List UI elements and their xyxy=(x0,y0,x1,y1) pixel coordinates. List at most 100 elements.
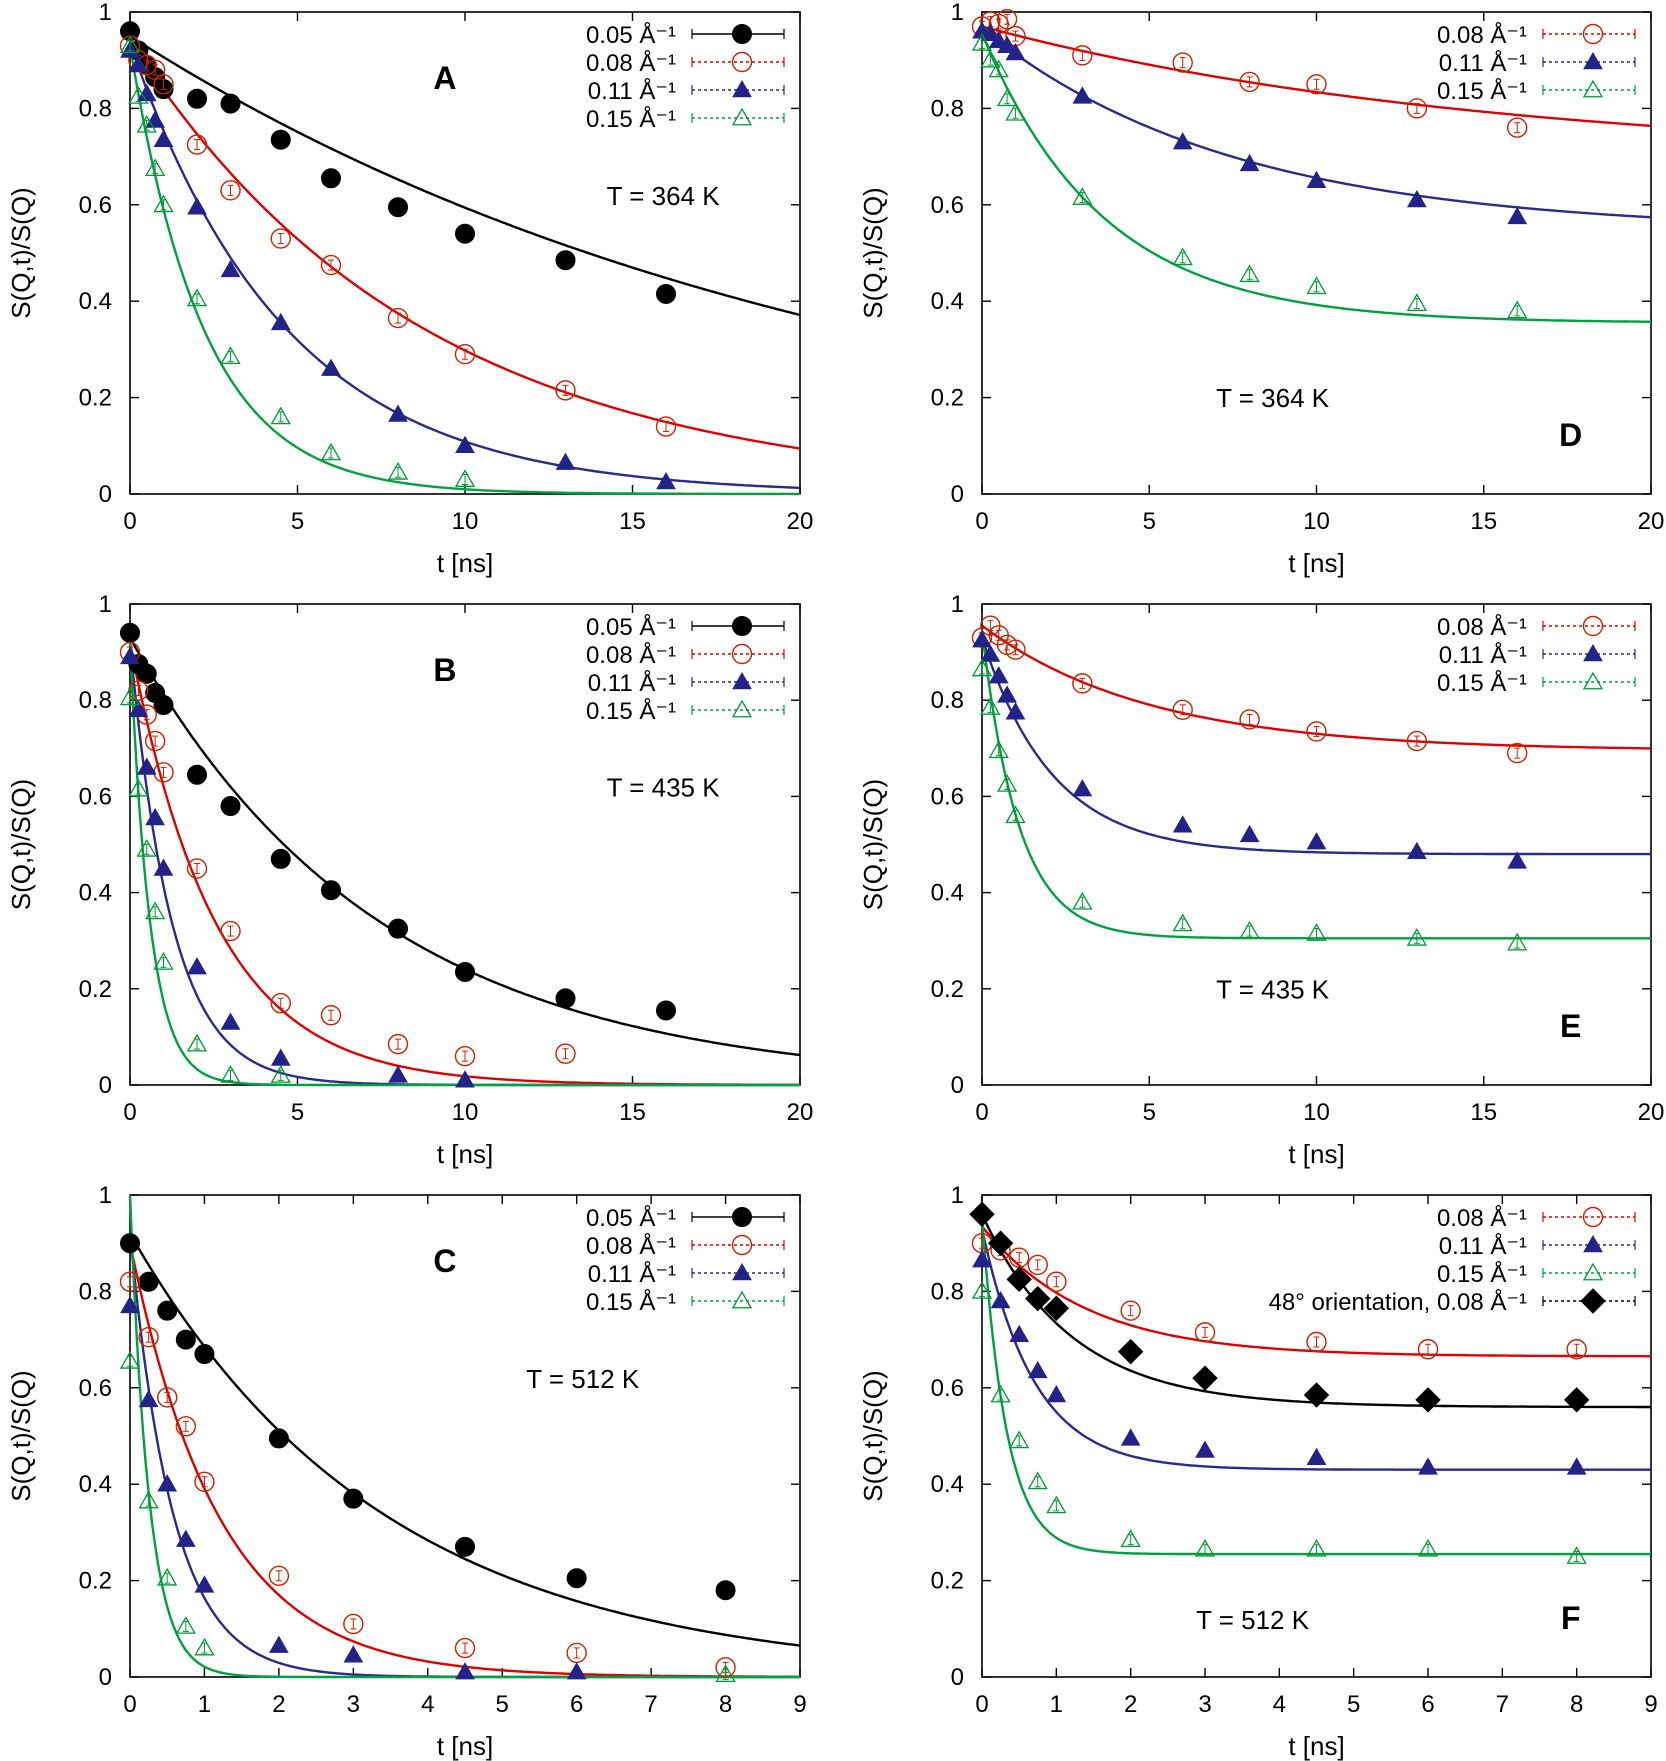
y-axis-label: S(Q,t)/S(Q) xyxy=(858,1370,888,1501)
data-point xyxy=(320,442,342,461)
data-point xyxy=(555,1043,576,1064)
x-axis-label: t [ns] xyxy=(1288,548,1344,578)
data-point xyxy=(270,848,291,869)
x-tick-label: 0 xyxy=(123,1099,136,1126)
x-tick-label: 5 xyxy=(496,1691,509,1718)
data-point xyxy=(175,1416,197,1437)
data-point xyxy=(455,1662,475,1680)
data-point xyxy=(119,35,141,54)
legend-marker xyxy=(1582,1262,1604,1281)
panel-letter: D xyxy=(1559,417,1582,453)
legend-marker xyxy=(1582,671,1604,690)
x-tick-label: 3 xyxy=(1198,1691,1211,1718)
data-point xyxy=(1005,805,1026,824)
y-tick-label: 0.2 xyxy=(79,385,112,412)
legend-entry: 0.15 Å⁻¹ xyxy=(1437,77,1527,105)
data-point xyxy=(153,858,174,876)
legend-marker xyxy=(731,107,753,126)
data-point xyxy=(145,901,166,920)
data-point xyxy=(175,1329,196,1350)
data-point xyxy=(321,358,341,376)
data-point xyxy=(455,961,475,982)
x-tick-label: 7 xyxy=(1496,1691,1509,1718)
y-axis-label: S(Q,t)/S(Q) xyxy=(6,1370,36,1501)
data-point xyxy=(1417,1339,1439,1360)
legend-marker xyxy=(731,643,753,665)
legend-marker xyxy=(731,1290,753,1309)
data-point xyxy=(270,993,291,1014)
data-point xyxy=(1418,1457,1438,1475)
data-point xyxy=(715,1664,736,1682)
data-point xyxy=(1192,1365,1218,1391)
x-tick-label: 8 xyxy=(1570,1691,1583,1718)
data-point xyxy=(343,1645,364,1663)
data-point xyxy=(1239,153,1260,172)
data-point xyxy=(186,858,208,879)
y-tick-label: 0.4 xyxy=(931,288,964,315)
panel-letter: B xyxy=(433,652,456,688)
data-point xyxy=(1005,702,1026,720)
data-point xyxy=(320,1005,342,1026)
legend-marker xyxy=(1583,1234,1603,1253)
x-tick-label: 15 xyxy=(1470,508,1497,535)
legend-entry: 0.05 Å⁻¹ xyxy=(586,613,676,641)
legend-marker xyxy=(1582,79,1604,98)
data-point xyxy=(270,228,291,249)
panel-d: 0 5 10 15 20 0 0.2 0.4 0.6 0.8 1 t [ns] S(Q,t)/S(Q) 0… xyxy=(858,0,1664,578)
data-point xyxy=(1406,927,1427,946)
data-point xyxy=(1072,86,1093,104)
data-point xyxy=(997,35,1017,53)
data-point xyxy=(387,1033,409,1055)
data-point xyxy=(1006,1266,1032,1293)
data-point xyxy=(1417,1538,1439,1557)
legend-marker xyxy=(1582,23,1604,45)
temperature-annotation: T = 512 K xyxy=(526,1364,640,1394)
data-point xyxy=(566,1662,587,1680)
data-point xyxy=(1172,699,1193,721)
y-tick-label: 0.6 xyxy=(931,192,964,219)
y-tick-label: 0.6 xyxy=(931,783,964,810)
data-point xyxy=(996,774,1018,792)
data-point xyxy=(128,778,149,797)
legend-entry: 48° orientation, 0.08 Å⁻¹ xyxy=(1269,1288,1527,1316)
data-point xyxy=(1306,832,1327,850)
data-point xyxy=(343,1488,364,1509)
data-point xyxy=(136,83,157,102)
data-point xyxy=(136,757,157,775)
data-point xyxy=(1046,1385,1067,1403)
x-tick-label: 20 xyxy=(1638,508,1665,535)
y-axis-label: S(Q,t)/S(Q) xyxy=(6,779,36,910)
data-point xyxy=(186,288,208,307)
data-point xyxy=(969,1201,995,1227)
data-point xyxy=(980,644,1001,662)
panel-a: 0 5 10 15 20 0 0.2 0.4 0.6 0.8 1 t [ns] S(Q,t)/S(Q) 0… xyxy=(6,0,813,578)
data-point xyxy=(220,346,241,365)
data-point xyxy=(1239,709,1260,730)
data-point xyxy=(270,1048,291,1066)
y-tick-label: 0.8 xyxy=(79,95,112,122)
data-point xyxy=(220,1012,241,1030)
data-point xyxy=(194,1575,215,1593)
data-point xyxy=(972,630,992,648)
x-tick-label: 9 xyxy=(1644,1691,1657,1718)
data-point xyxy=(1172,247,1193,266)
x-tick-label: 20 xyxy=(1638,1099,1665,1126)
data-point xyxy=(388,404,408,422)
y-tick-label: 0.4 xyxy=(79,880,112,907)
x-tick-label: 6 xyxy=(570,1691,583,1718)
data-point xyxy=(988,59,1009,78)
data-point xyxy=(1027,1471,1048,1490)
data-point xyxy=(1507,851,1528,869)
panel-f: 0 1 2 3 4 5 6 7 8 9 0 0.2 0.4 0.6 0.8 1 t [ns] S(Q,t)/S(Q… xyxy=(858,1182,1658,1761)
data-point xyxy=(980,49,1001,68)
data-point xyxy=(1239,71,1260,93)
y-tick-label: 0.8 xyxy=(79,687,112,714)
plot-frame xyxy=(129,11,801,495)
temperature-annotation: T = 435 K xyxy=(1216,974,1330,1004)
data-point xyxy=(1563,1387,1590,1413)
x-axis-label: t [ns] xyxy=(1288,1731,1344,1761)
x-tick-label: 8 xyxy=(719,1691,732,1718)
data-point xyxy=(555,380,576,401)
data-point xyxy=(220,259,241,278)
y-tick-label: 0.4 xyxy=(79,1471,112,1498)
